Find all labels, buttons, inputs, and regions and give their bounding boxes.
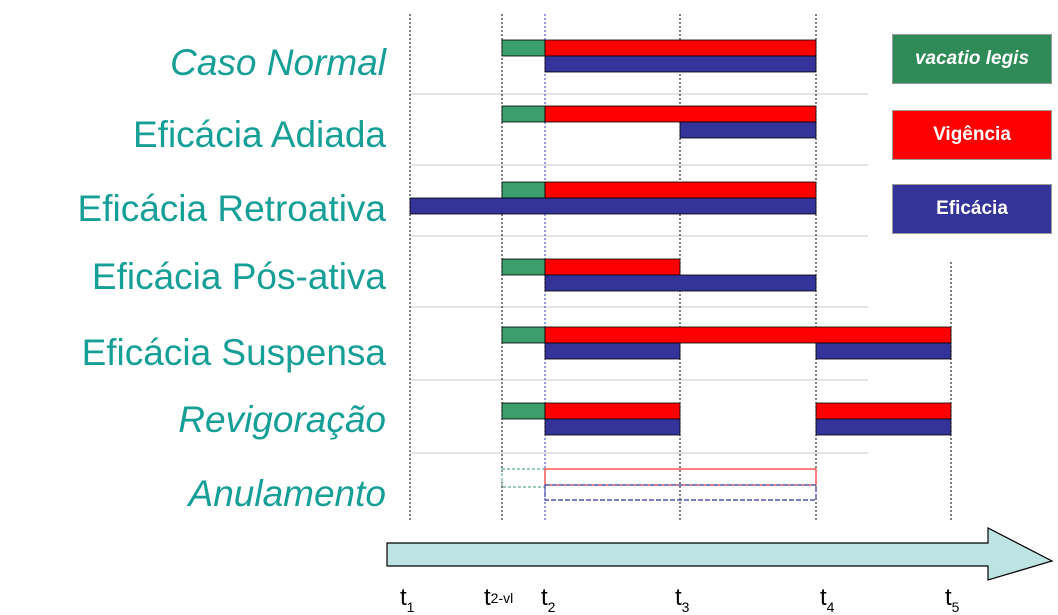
bar-vigencia-eficacia-suspensa xyxy=(545,327,951,343)
bar-eficacia-revigoracao-1 xyxy=(545,419,680,435)
legend-vacatio-legis-label: vacatio legis xyxy=(915,48,1029,70)
bar-eficacia-caso-normal xyxy=(545,56,816,72)
row-label-revigoracao: Revigoração xyxy=(178,401,386,438)
tick-label-t4: t4 xyxy=(820,586,834,614)
tick-label-t3: t3 xyxy=(675,586,689,614)
bar-vacatio-eficacia-adiada xyxy=(502,106,545,122)
bar-vigencia-eficacia-retroativa xyxy=(545,182,816,198)
row-label-anulamento: Anulamento xyxy=(189,475,386,512)
tick-label-t5: t5 xyxy=(945,586,959,614)
bar-eficacia-eficacia-pos-ativa xyxy=(545,275,816,291)
bar-eficacia-eficacia-suspensa-1 xyxy=(545,343,680,359)
legend-vigencia-label: Vigência xyxy=(933,124,1011,146)
bar-vacatio-eficacia-suspensa xyxy=(502,327,545,343)
row-label-eficacia-suspensa: Eficácia Suspensa xyxy=(82,334,386,371)
bar-vigencia-revigoracao-1 xyxy=(545,403,680,419)
bar-eficacia-eficacia-adiada xyxy=(680,122,816,138)
row-label-eficacia-pos-ativa: Eficácia Pós-ativa xyxy=(92,258,386,295)
legend-eficacia: Eficácia xyxy=(892,184,1052,234)
bar-eficacia-eficacia-suspensa-2 xyxy=(816,343,951,359)
bar-vigencia-caso-normal xyxy=(545,40,816,56)
bar-vigencia-eficacia-adiada xyxy=(545,106,816,122)
legend-vacatio-legis: vacatio legis xyxy=(892,34,1052,84)
row-label-caso-normal: Caso Normal xyxy=(170,44,386,81)
bar-vigencia-revigoracao-2 xyxy=(816,403,951,419)
bar-vacatio-eficacia-retroativa xyxy=(502,182,545,198)
legend-vigencia: Vigência xyxy=(892,110,1052,160)
tick-label-t2: t2 xyxy=(541,586,555,614)
tick-label-t1: t1 xyxy=(400,586,414,614)
tick-label-t2-vl: t2-vl xyxy=(484,586,513,610)
legend-eficacia-label: Eficácia xyxy=(936,198,1008,220)
time-arrow xyxy=(387,528,1052,580)
bar-vacatio-revigoracao xyxy=(502,403,545,419)
bar-vacatio-eficacia-pos-ativa xyxy=(502,259,545,275)
bar-eficacia-revigoracao-2 xyxy=(816,419,951,435)
row-label-eficacia-retroativa: Eficácia Retroativa xyxy=(78,190,386,227)
bar-eficacia-eficacia-retroativa xyxy=(410,198,816,214)
bar-vigencia-eficacia-pos-ativa xyxy=(545,259,680,275)
row-label-eficacia-adiada: Eficácia Adiada xyxy=(133,116,386,153)
outline-vacatio-anulamento xyxy=(502,469,545,487)
bar-vacatio-caso-normal xyxy=(502,40,545,56)
